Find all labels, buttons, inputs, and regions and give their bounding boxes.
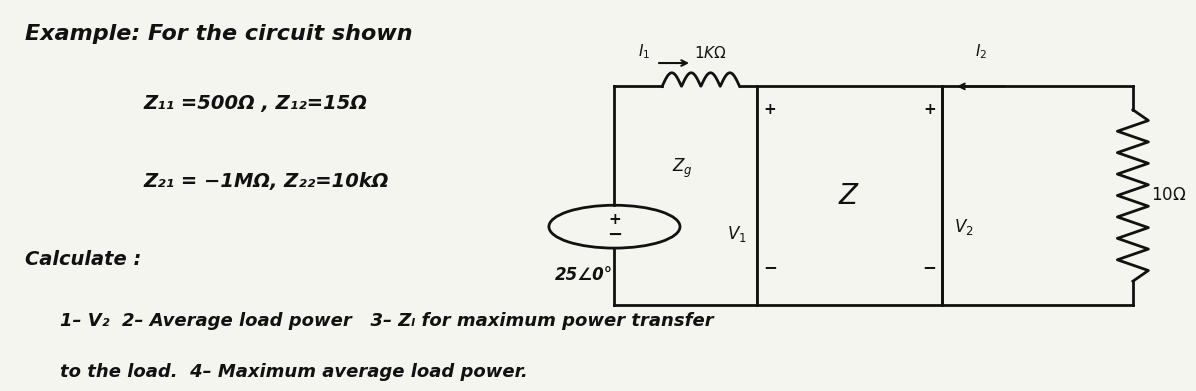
Text: $1K\Omega$: $1K\Omega$ xyxy=(695,45,727,61)
Text: −: − xyxy=(763,258,777,276)
Text: $I_1$: $I_1$ xyxy=(637,42,651,61)
Text: −: − xyxy=(606,226,622,244)
Text: 1– V₂  2– Average load power   3– Zₗ for maximum power transfer: 1– V₂ 2– Average load power 3– Zₗ for ma… xyxy=(60,312,714,330)
Bar xyxy=(757,86,942,305)
Text: $I_2$: $I_2$ xyxy=(975,42,987,61)
Text: −: − xyxy=(922,258,936,276)
Text: $Z$: $Z$ xyxy=(838,181,860,210)
Text: $V_1$: $V_1$ xyxy=(727,224,746,244)
Text: Z₁₁ =500Ω , Z₁₂=15Ω: Z₁₁ =500Ω , Z₁₂=15Ω xyxy=(144,94,367,113)
Text: +: + xyxy=(608,212,621,227)
Text: +: + xyxy=(763,102,776,117)
Text: Example: For the circuit shown: Example: For the circuit shown xyxy=(25,24,413,44)
Text: 25∠0°: 25∠0° xyxy=(555,265,614,283)
Text: $Z_g$: $Z_g$ xyxy=(672,156,692,180)
Text: $V_2$: $V_2$ xyxy=(954,217,974,237)
Text: Z₂₁ = −1MΩ, Z₂₂=10kΩ: Z₂₁ = −1MΩ, Z₂₂=10kΩ xyxy=(144,172,389,191)
Text: Calculate :: Calculate : xyxy=(25,250,141,269)
Text: +: + xyxy=(923,102,936,117)
Text: to the load.  4– Maximum average load power.: to the load. 4– Maximum average load pow… xyxy=(60,363,527,381)
Text: $10\Omega$: $10\Omega$ xyxy=(1151,187,1186,204)
